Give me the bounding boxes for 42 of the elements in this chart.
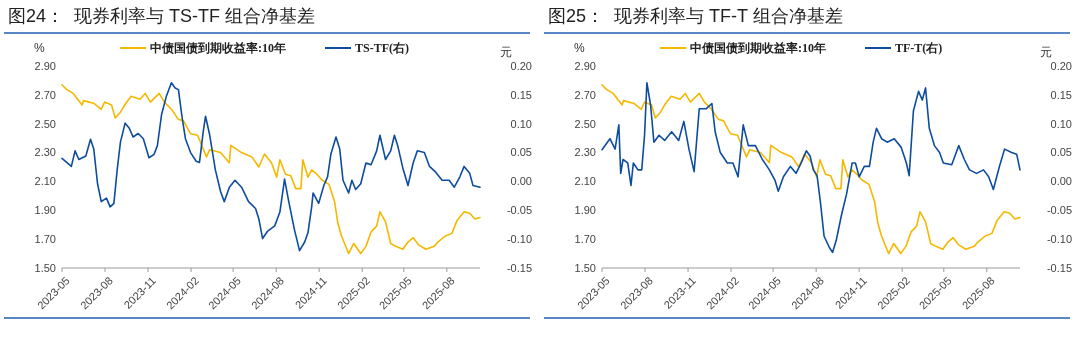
y-tick-label: 1.70 bbox=[574, 232, 596, 245]
y2-tick-label: 0.10 bbox=[510, 117, 532, 130]
y-tick-label: 2.10 bbox=[574, 175, 596, 188]
y2-tick-label: 0.20 bbox=[1050, 59, 1072, 72]
y-tick-label: 2.90 bbox=[574, 59, 596, 72]
y2-axis-title: 元 bbox=[1040, 45, 1052, 59]
y2-tick-label: -0.10 bbox=[506, 232, 532, 245]
y-tick-label: 2.10 bbox=[34, 175, 56, 188]
y-tick-label: 1.70 bbox=[34, 232, 56, 245]
y2-tick-label: -0.15 bbox=[1046, 261, 1072, 274]
y2-tick-label: 0.20 bbox=[510, 59, 532, 72]
y-tick-label: 2.90 bbox=[34, 59, 56, 72]
y-tick-label: 1.50 bbox=[574, 261, 596, 274]
legend-label: 中债国债到期收益率:10年 bbox=[690, 41, 826, 55]
legend-label: TS-TF(右) bbox=[355, 41, 409, 55]
legend-label: 中债国债到期收益率:10年 bbox=[150, 41, 286, 55]
y2-tick-label: -0.15 bbox=[506, 261, 532, 274]
legend-label: TF-T(右) bbox=[895, 41, 943, 55]
y2-axis-title: 元 bbox=[500, 45, 512, 59]
y2-tick-label: 0.00 bbox=[510, 175, 532, 188]
y2-tick-label: 0.10 bbox=[1050, 117, 1072, 130]
y2-tick-label: -0.05 bbox=[1046, 204, 1072, 217]
y2-tick-label: 0.15 bbox=[1050, 88, 1072, 101]
y-tick-label: 2.50 bbox=[34, 117, 56, 130]
y2-tick-label: 0.15 bbox=[510, 88, 532, 101]
chart-title: 图25： 现券利率与 TF-T 组合净基差 bbox=[548, 6, 843, 26]
y-tick-label: 2.50 bbox=[574, 117, 596, 130]
y2-tick-label: -0.05 bbox=[506, 204, 532, 217]
y-tick-label: 2.70 bbox=[574, 88, 596, 101]
y-tick-label: 1.50 bbox=[34, 261, 56, 274]
y-axis-title: % bbox=[34, 41, 45, 55]
y2-tick-label: 0.05 bbox=[510, 146, 532, 159]
chart-title: 图24： 现券利率与 TS-TF 组合净基差 bbox=[8, 6, 316, 26]
y-tick-label: 2.30 bbox=[34, 146, 56, 159]
y-axis-title: % bbox=[574, 41, 585, 55]
y-tick-label: 1.90 bbox=[34, 204, 56, 217]
y-tick-label: 1.90 bbox=[574, 204, 596, 217]
y-tick-label: 2.30 bbox=[574, 146, 596, 159]
y2-tick-label: 0.00 bbox=[1050, 175, 1072, 188]
y-tick-label: 2.70 bbox=[34, 88, 56, 101]
y2-tick-label: -0.10 bbox=[1046, 232, 1072, 245]
y2-tick-label: 0.05 bbox=[1050, 146, 1072, 159]
